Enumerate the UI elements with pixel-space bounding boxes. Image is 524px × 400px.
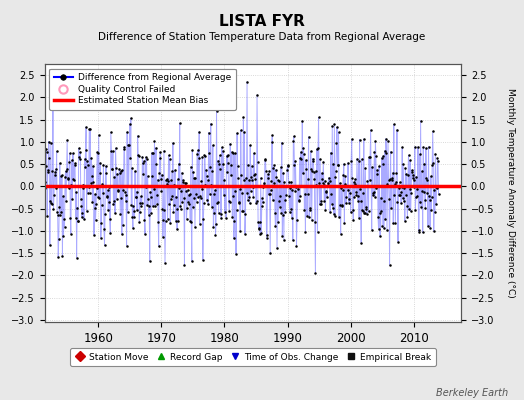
Y-axis label: Monthly Temperature Anomaly Difference (°C): Monthly Temperature Anomaly Difference (…: [506, 88, 515, 298]
Legend: Difference from Regional Average, Quality Control Failed, Estimated Station Mean: Difference from Regional Average, Qualit…: [49, 68, 236, 110]
Text: Berkeley Earth: Berkeley Earth: [436, 388, 508, 398]
Text: Difference of Station Temperature Data from Regional Average: Difference of Station Temperature Data f…: [99, 32, 425, 42]
Legend: Station Move, Record Gap, Time of Obs. Change, Empirical Break: Station Move, Record Gap, Time of Obs. C…: [70, 348, 436, 366]
Text: LISTA FYR: LISTA FYR: [219, 14, 305, 29]
